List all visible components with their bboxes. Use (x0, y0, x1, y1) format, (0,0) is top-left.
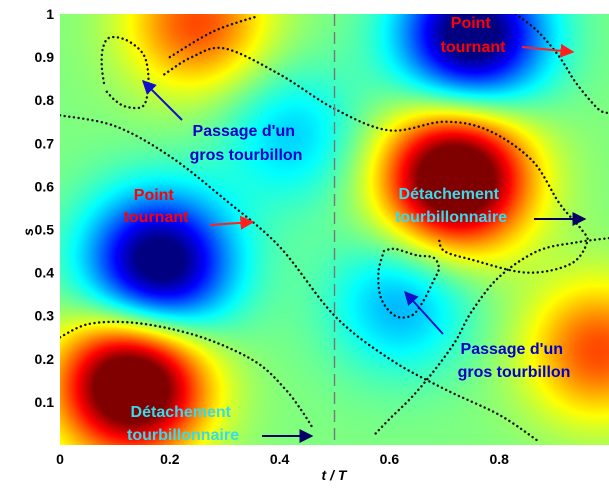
boundary-curve-4 (168, 14, 259, 59)
annotation-line: tournant (441, 39, 507, 56)
annotation-line: tourbillonnaire (127, 427, 239, 444)
y-axis-label: s (20, 228, 36, 236)
annotation-point-tournant-top: Point tournant (441, 15, 507, 56)
boundary-curve-5 (514, 14, 609, 115)
annotation-line: Point (451, 15, 492, 32)
x-tick-label: 0.6 (380, 451, 400, 467)
arrow-point-tournant-left (209, 215, 255, 230)
y-tick-label: 0.1 (35, 394, 55, 410)
boundary-curve-6 (100, 35, 150, 110)
annotation-line: Détachement (399, 186, 500, 203)
x-tick-label: 0.4 (270, 451, 290, 467)
y-tick-label: 1 (46, 6, 54, 22)
annotation-line: tournant (124, 209, 190, 226)
annotations: Point tournant Point tournant Passage d'… (124, 15, 587, 444)
annotation-line: Point (134, 187, 175, 204)
annotation-line: tourbillonnaire (395, 209, 507, 226)
boundary-curve-2 (60, 320, 314, 429)
y-tick-label: 0.5 (35, 222, 55, 238)
y-tick-label: 0.9 (35, 49, 55, 65)
annotation-passage-right: Passage d'un gros tourbillon (458, 341, 571, 381)
x-tick-label: 0 (56, 451, 64, 467)
annotation-passage-left: Passage d'un gros tourbillon (190, 123, 303, 164)
y-tick-label: 0.7 (35, 135, 55, 151)
y-tick-label: 0.6 (35, 178, 55, 194)
boundary-curve-7 (377, 247, 441, 319)
y-tick-label: 0.8 (35, 92, 55, 108)
y-tick-label: 0.2 (35, 351, 55, 367)
x-axis: 0 0.2 0.4 0.6 0.8 (56, 451, 509, 467)
y-axis: 0.1 0.2 0.3 0.4 0.5 0.6 0.7 0.8 0.9 1 (35, 6, 55, 410)
annotation-detachement-right: Détachement tourbillonnaire (395, 186, 507, 226)
annotation-point-tournant-left: Point tournant (124, 187, 190, 226)
annotation-line: Détachement (131, 404, 232, 421)
annotation-line: gros tourbillon (458, 364, 571, 381)
y-tick-label: 0.3 (35, 308, 55, 324)
x-tick-label: 0.8 (489, 451, 509, 467)
arrow-point-tournant-top (521, 43, 575, 58)
x-axis-label: t / T (322, 467, 348, 483)
annotation-detachement-bottom: Détachement tourbillonnaire (127, 404, 239, 444)
boundary-curve-1 (60, 114, 539, 442)
arrow-passage-right (404, 290, 444, 335)
boundary-curves (60, 14, 609, 442)
y-tick-label: 0.4 (35, 265, 55, 281)
annotation-line: gros tourbillon (190, 147, 303, 164)
arrow-passage-left (142, 80, 183, 121)
x-tick-label: 0.2 (160, 451, 180, 467)
annotation-line: Passage d'un (193, 123, 296, 140)
annotation-line: Passage d'un (461, 341, 564, 358)
boundary-curve-8 (371, 236, 609, 438)
